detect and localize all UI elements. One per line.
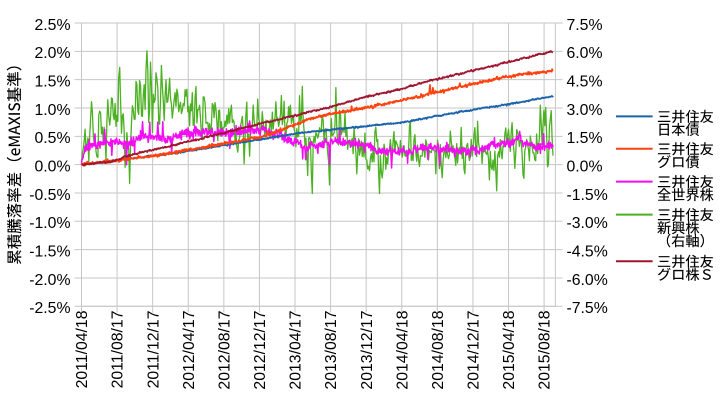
svg-text:-0.5%: -0.5%	[29, 187, 70, 204]
svg-text:2011/04/18: 2011/04/18	[74, 310, 91, 388]
svg-text:2015/08/18: 2015/08/18	[537, 310, 554, 389]
svg-text:2013/04/17: 2013/04/17	[288, 311, 305, 390]
svg-text:-2.5%: -2.5%	[29, 300, 70, 317]
svg-text:-1.0%: -1.0%	[29, 215, 70, 232]
svg-text:-4.5%: -4.5%	[567, 244, 608, 261]
svg-text:1.5%: 1.5%	[34, 74, 70, 91]
svg-text:7.5%: 7.5%	[567, 17, 603, 34]
svg-text:2011/08/17: 2011/08/17	[110, 311, 127, 389]
svg-text:2.0%: 2.0%	[34, 45, 70, 62]
svg-text:3.0%: 3.0%	[567, 102, 603, 119]
svg-text:-3.0%: -3.0%	[567, 215, 608, 232]
svg-text:2014/08/18: 2014/08/18	[430, 310, 447, 389]
svg-text:0.0%: 0.0%	[34, 159, 70, 176]
svg-text:2012/12/17: 2012/12/17	[252, 311, 269, 390]
svg-text:0.5%: 0.5%	[34, 130, 70, 147]
svg-text:2014/12/17: 2014/12/17	[466, 311, 483, 390]
svg-text:2013/12/17: 2013/12/17	[359, 311, 376, 390]
svg-text:2014/04/18: 2014/04/18	[394, 310, 411, 389]
svg-text:4.5%: 4.5%	[567, 74, 603, 91]
svg-text:1.5%: 1.5%	[567, 130, 603, 147]
svg-text:2013/08/17: 2013/08/17	[323, 311, 340, 390]
svg-text:6.0%: 6.0%	[567, 45, 603, 62]
svg-text:0.0%: 0.0%	[567, 159, 603, 176]
svg-text:2015/04/18: 2015/04/18	[501, 310, 518, 389]
svg-text:-1.5%: -1.5%	[567, 187, 608, 204]
svg-text:2011/12/17: 2011/12/17	[145, 311, 162, 389]
svg-text:2012/08/17: 2012/08/17	[216, 311, 233, 390]
svg-text:-7.5%: -7.5%	[567, 300, 608, 317]
svg-text:-6.0%: -6.0%	[567, 272, 608, 289]
svg-text:-1.5%: -1.5%	[29, 244, 70, 261]
svg-text:-2.0%: -2.0%	[29, 272, 70, 289]
svg-text:1.0%: 1.0%	[34, 102, 70, 119]
svg-text:2012/04/17: 2012/04/17	[181, 311, 198, 390]
svg-text:2.5%: 2.5%	[34, 17, 70, 34]
